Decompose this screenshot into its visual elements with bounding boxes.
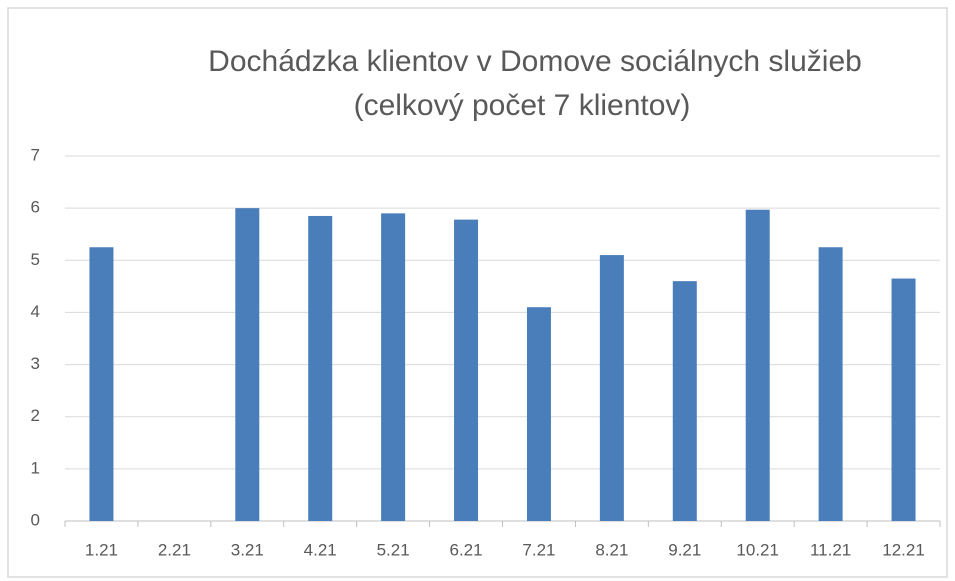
bar bbox=[89, 247, 114, 521]
x-tick-label: 3.21 bbox=[231, 540, 264, 559]
x-tick-label: 9.21 bbox=[668, 540, 701, 559]
x-tick-label: 6.21 bbox=[449, 540, 482, 559]
x-tick-label: 7.21 bbox=[522, 540, 555, 559]
y-tick-label: 1 bbox=[31, 458, 40, 477]
x-tick-label: 11.21 bbox=[810, 540, 851, 559]
x-tick-label: 1.21 bbox=[85, 540, 118, 559]
y-tick-label: 0 bbox=[31, 510, 40, 529]
y-tick-label: 4 bbox=[31, 302, 40, 321]
bar bbox=[672, 281, 697, 521]
y-tick-label: 5 bbox=[31, 250, 40, 269]
bar bbox=[599, 255, 624, 522]
y-tick-label: 2 bbox=[31, 406, 40, 425]
chart-title: Dochádzka klientov v Domove sociálnych s… bbox=[208, 45, 862, 78]
bar bbox=[454, 219, 479, 521]
y-tick-label: 6 bbox=[31, 198, 40, 217]
x-tick-label: 4.21 bbox=[304, 540, 337, 559]
chart-title: (celkový počet 7 klientov) bbox=[354, 89, 691, 122]
x-tick-label: 5.21 bbox=[377, 540, 410, 559]
bar bbox=[235, 208, 260, 521]
bar bbox=[891, 278, 916, 521]
x-tick-label: 2.21 bbox=[158, 540, 191, 559]
x-tick-label: 10.21 bbox=[736, 540, 779, 559]
bar bbox=[745, 209, 770, 521]
bar bbox=[381, 213, 406, 521]
bar bbox=[818, 247, 843, 521]
y-tick-label: 3 bbox=[31, 354, 40, 373]
y-tick-label: 7 bbox=[31, 145, 40, 164]
x-tick-label: 12.21 bbox=[882, 540, 925, 559]
x-tick-label: 8.21 bbox=[595, 540, 628, 559]
bar bbox=[526, 307, 551, 521]
bar bbox=[308, 215, 333, 521]
